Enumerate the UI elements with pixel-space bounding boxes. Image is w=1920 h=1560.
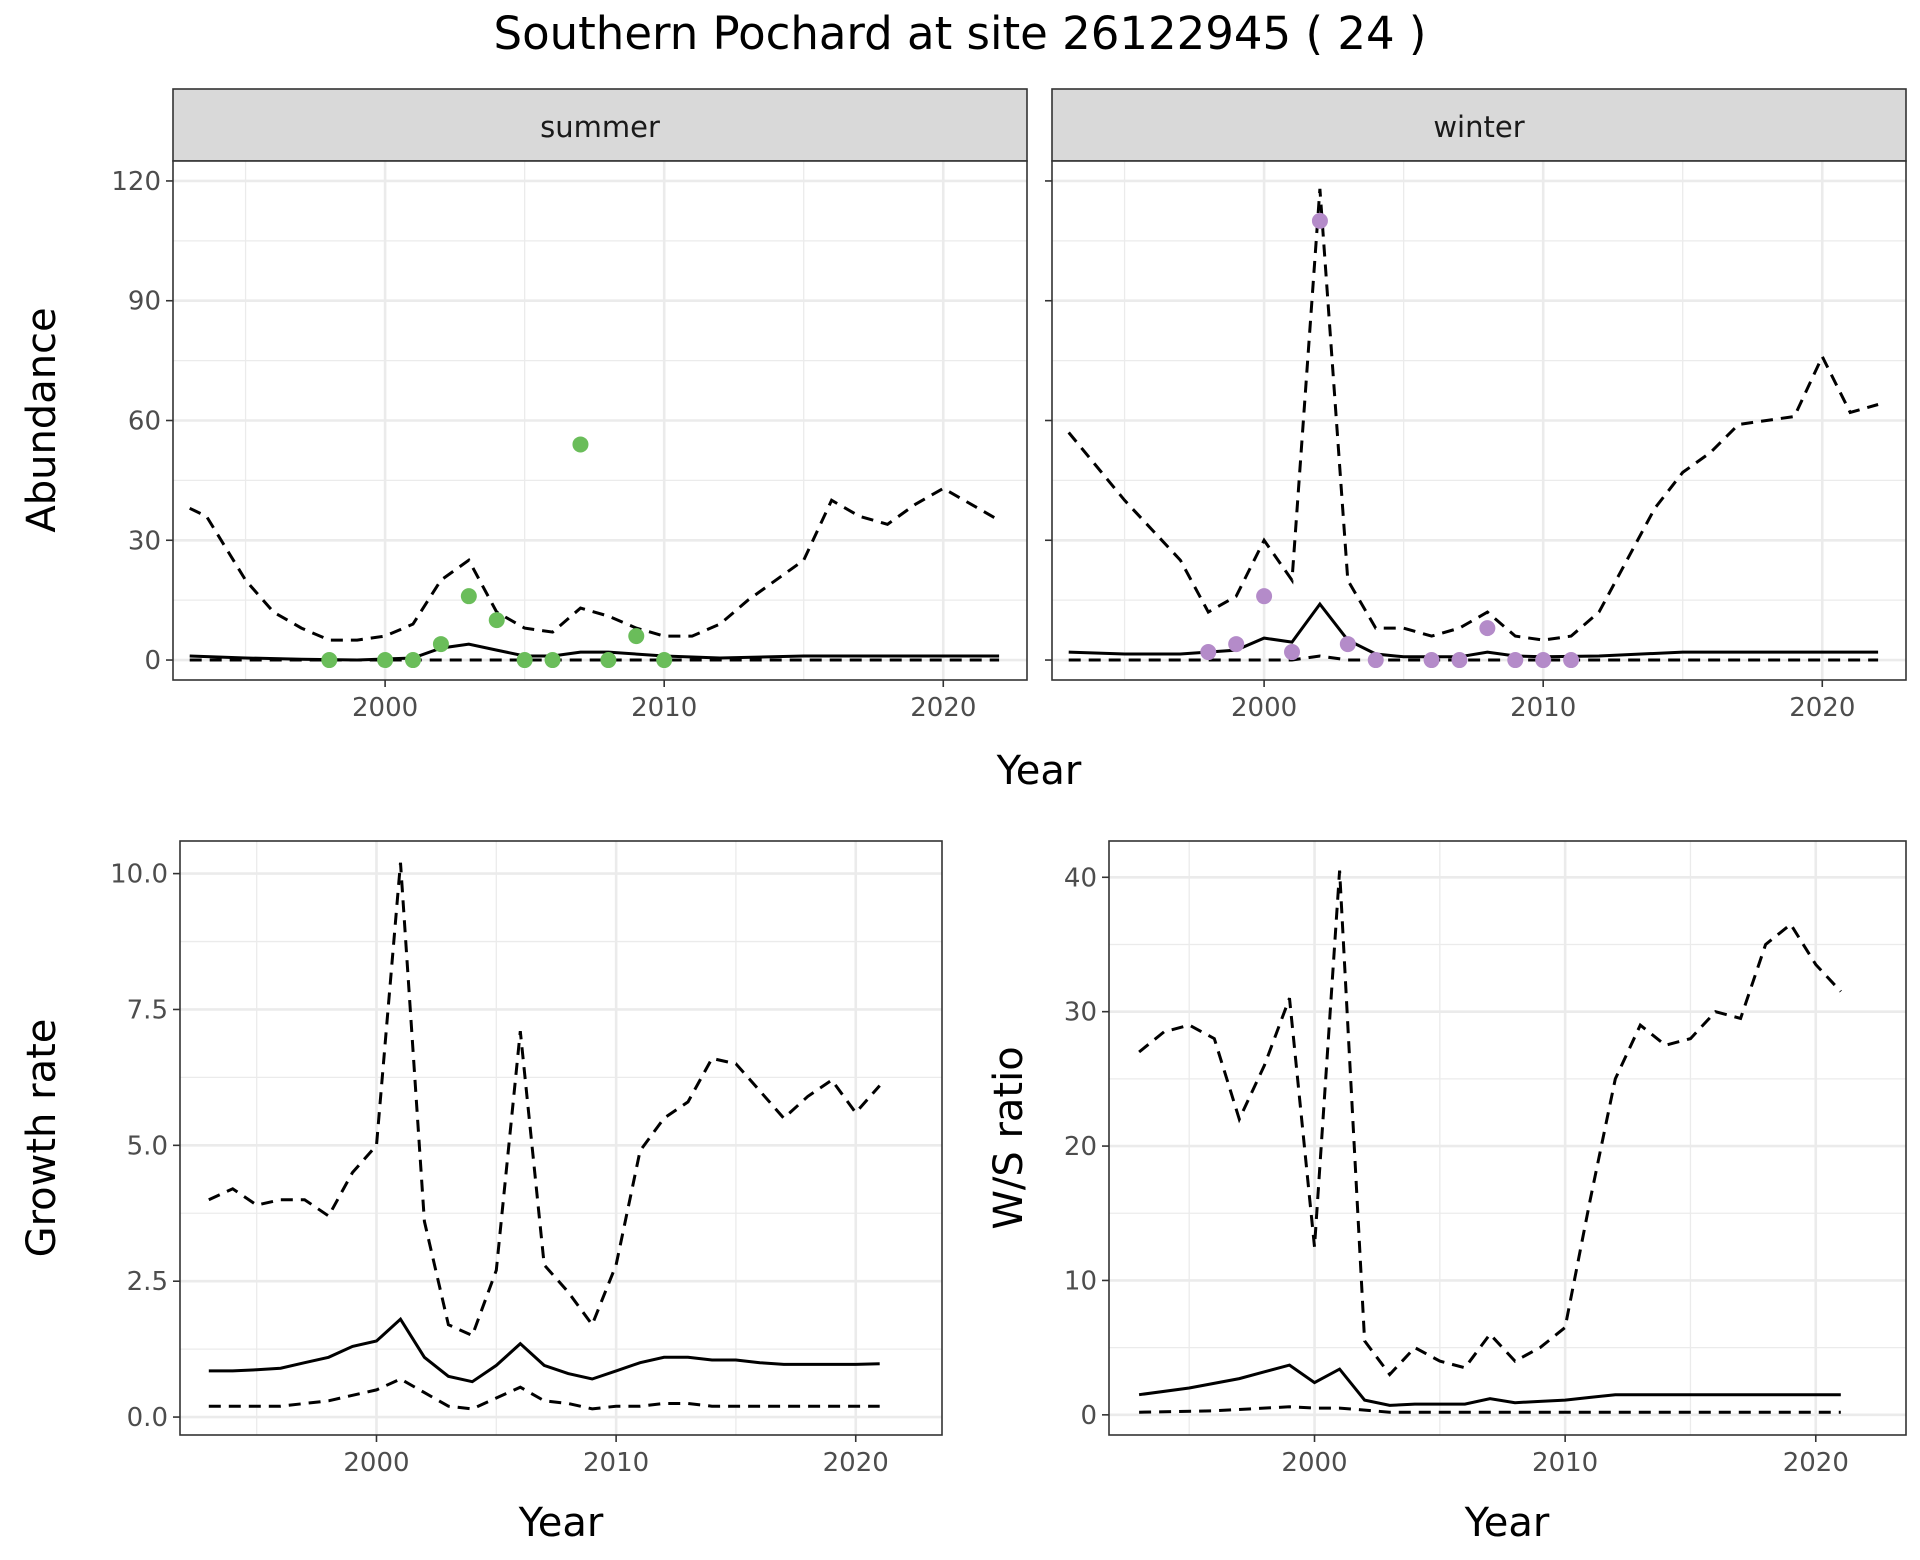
x-axis-title-top: Year: [996, 748, 1082, 794]
data-point: [516, 652, 533, 669]
series-line-dashed-1: [208, 862, 881, 1338]
y-axis-title-growth: Growth rate: [19, 1019, 65, 1258]
data-point: [432, 636, 449, 653]
data-point: [1451, 652, 1468, 669]
series-line-solid-0: [1138, 1363, 1841, 1407]
series-line-dashed-1: [1067, 188, 1879, 642]
y-tick-label: 60: [128, 407, 161, 437]
y-tick-label: 10: [1064, 1266, 1097, 1296]
data-point: [1200, 644, 1217, 661]
strip-label-summer: summer: [540, 110, 660, 144]
x-tick-label: 2000: [343, 1448, 409, 1478]
data-point: [544, 652, 561, 669]
data-point: [488, 612, 505, 629]
data-point: [1339, 636, 1356, 653]
series-line-dashed-1: [1138, 870, 1842, 1377]
data-point: [656, 652, 673, 669]
series-line-solid-0: [208, 1316, 880, 1384]
x-tick-label: 2020: [1783, 1448, 1849, 1478]
y-tick-label: 120: [111, 167, 161, 197]
x-tick-label: 2000: [352, 693, 418, 723]
figure-title: Southern Pochard at site 26122945 ( 24 ): [494, 7, 1427, 60]
data-point: [1228, 636, 1245, 653]
plot-area: [1109, 841, 1906, 1435]
panel-border: [179, 840, 943, 1436]
panel-border: [1108, 840, 1907, 1436]
data-point: [460, 588, 477, 605]
data-point: [572, 436, 589, 453]
y-tick-label: 30: [128, 526, 161, 556]
x-tick-label: 2000: [1281, 1448, 1347, 1478]
x-tick-label: 2020: [823, 1448, 889, 1478]
panel-winter: winter 2000 2010 2020: [1045, 88, 1907, 723]
strip-label-winter: winter: [1433, 110, 1524, 144]
data-point: [1284, 644, 1301, 661]
series-line-dashed-1: [189, 486, 1000, 642]
y-tick-label: 90: [128, 287, 161, 317]
y-tick-label: 5.0: [127, 1131, 168, 1161]
data-point: [600, 652, 617, 669]
data-point: [321, 652, 338, 669]
x-tick-label: 2010: [631, 693, 697, 723]
data-point: [377, 652, 394, 669]
plot-ws-ratio: 2000 2010 2020 0 10 20 30 40: [1064, 840, 1907, 1478]
data-point: [1479, 620, 1496, 637]
x-tick-label: 2020: [1789, 693, 1855, 723]
y-tick-label: 20: [1064, 1132, 1097, 1162]
x-tick-label: 2010: [1510, 693, 1576, 723]
y-tick-label: 10.0: [110, 860, 168, 890]
data-point: [1563, 652, 1580, 669]
data-point: [1311, 212, 1328, 229]
data-point: [1507, 652, 1524, 669]
plot-growth-rate: 2000 2010 2020 0.0 2.5 5.0 7.5 10.0: [110, 840, 943, 1478]
y-tick-label: 0.0: [127, 1403, 168, 1433]
y-tick-label: 0: [1080, 1401, 1097, 1431]
x-tick-label: 2020: [910, 693, 976, 723]
series-line-solid-0: [189, 642, 1000, 662]
y-axis-title-abundance: Abundance: [19, 307, 65, 532]
data-point: [628, 628, 645, 645]
data-point: [405, 652, 422, 669]
series-line-dashed-2: [1068, 654, 1879, 662]
x-tick-label: 2000: [1231, 693, 1297, 723]
y-tick-label: 7.5: [127, 995, 168, 1025]
x-axis-title-ws: Year: [1464, 1500, 1550, 1546]
plot-abundance-summer: 2000 2010 2020 0 30 60 90 120: [111, 160, 1028, 723]
y-tick-label: 30: [1064, 998, 1097, 1028]
series-line-dashed-2: [1139, 1405, 1841, 1414]
x-tick-label: 2010: [1532, 1448, 1598, 1478]
data-point: [1367, 652, 1384, 669]
data-point: [1423, 652, 1440, 669]
y-axis-title-ws: W/S ratio: [986, 1046, 1032, 1229]
plot-area: [180, 841, 942, 1435]
x-axis-title-growth: Year: [518, 1500, 604, 1546]
y-tick-label: 40: [1064, 863, 1097, 893]
strip-summer: [172, 88, 1028, 162]
x-tick-label: 2010: [583, 1448, 649, 1478]
plot-abundance-winter: 2000 2010 2020: [1045, 160, 1907, 723]
panel-summer: summer 2000 2010 2020 0 30 60 90 120: [111, 88, 1028, 723]
data-point: [1535, 652, 1552, 669]
data-point: [1256, 588, 1273, 605]
y-tick-label: 2.5: [127, 1267, 168, 1297]
y-tick-label: 0: [144, 646, 161, 676]
